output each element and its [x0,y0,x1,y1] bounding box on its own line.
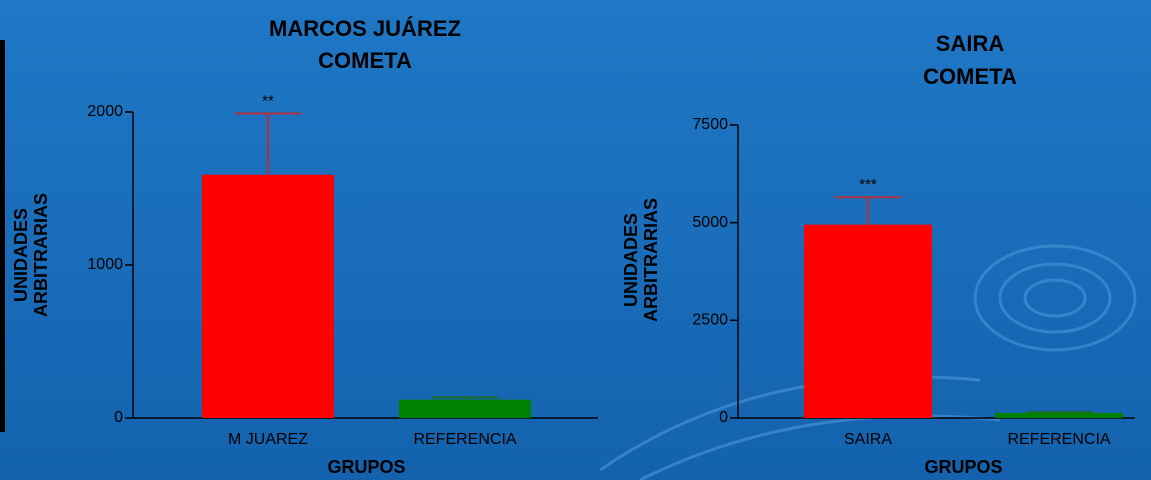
x-tick-label: REFERENCIA [413,431,516,448]
x-tick-label: M JUAREZ [228,431,308,448]
x-tick-label: SAIRA [844,431,892,448]
chart-title: SAIRA [936,31,1005,56]
x-axis-label: GRUPOS [327,457,405,477]
y-tick-label: 1000 [87,256,123,273]
x-axis-label: GRUPOS [924,457,1002,477]
y-tick-label: 7500 [692,116,728,133]
chart-title: MARCOS JUÁREZ [269,16,461,41]
left-strip [0,40,5,432]
bar [804,224,932,418]
y-tick-label: 0 [719,409,728,426]
y-tick-label: 2000 [87,103,123,120]
significance-label: *** [859,176,877,193]
bar [202,174,334,418]
chart-subtitle: COMETA [923,64,1017,89]
y-axis-label: ARBITRARIAS [641,198,661,322]
y-tick-label: 0 [114,409,123,426]
significance-label: ** [262,92,274,109]
x-tick-label: REFERENCIA [1007,431,1110,448]
bar [399,399,531,418]
y-tick-label: 2500 [692,312,728,329]
y-axis-label: UNIDADES [621,213,641,307]
chart-subtitle: COMETA [318,48,412,73]
bar [995,412,1123,418]
y-tick-label: 5000 [692,214,728,231]
y-axis-label: ARBITRARIAS [31,193,51,317]
y-axis-label: UNIDADES [11,208,31,302]
